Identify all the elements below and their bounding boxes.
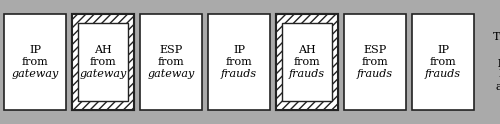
- Text: from: from: [430, 57, 456, 67]
- Text: protocol: protocol: [498, 57, 500, 67]
- Text: from: from: [226, 57, 252, 67]
- Bar: [140, 14, 202, 110]
- Text: gateway: gateway: [148, 69, 194, 79]
- Text: from: from: [294, 57, 320, 67]
- Text: IP: IP: [437, 45, 449, 55]
- Text: headers: headers: [498, 69, 500, 79]
- Text: frauds: frauds: [425, 69, 461, 79]
- Text: from: from: [362, 57, 388, 67]
- Text: and data: and data: [496, 82, 500, 92]
- Bar: [72, 14, 134, 110]
- Text: ESP: ESP: [364, 45, 386, 55]
- Bar: [208, 14, 270, 110]
- Bar: [72, 14, 134, 110]
- Bar: [78, 23, 128, 101]
- Text: ESP: ESP: [160, 45, 182, 55]
- Text: frauds: frauds: [289, 69, 325, 79]
- Text: from: from: [90, 57, 117, 67]
- Text: frauds: frauds: [357, 69, 393, 79]
- Text: frauds: frauds: [221, 69, 257, 79]
- Text: IP: IP: [29, 45, 41, 55]
- Bar: [276, 14, 338, 110]
- Bar: [344, 14, 406, 110]
- Bar: [282, 23, 332, 101]
- Text: Transport: Transport: [493, 32, 500, 42]
- Text: from: from: [22, 57, 48, 67]
- Text: from: from: [158, 57, 184, 67]
- Text: AH: AH: [298, 45, 316, 55]
- Text: gateway: gateway: [12, 69, 58, 79]
- Bar: [276, 14, 338, 110]
- Text: AH: AH: [94, 45, 112, 55]
- Text: IP: IP: [233, 45, 245, 55]
- Text: gateway: gateway: [80, 69, 126, 79]
- Bar: [4, 14, 66, 110]
- Bar: [412, 14, 474, 110]
